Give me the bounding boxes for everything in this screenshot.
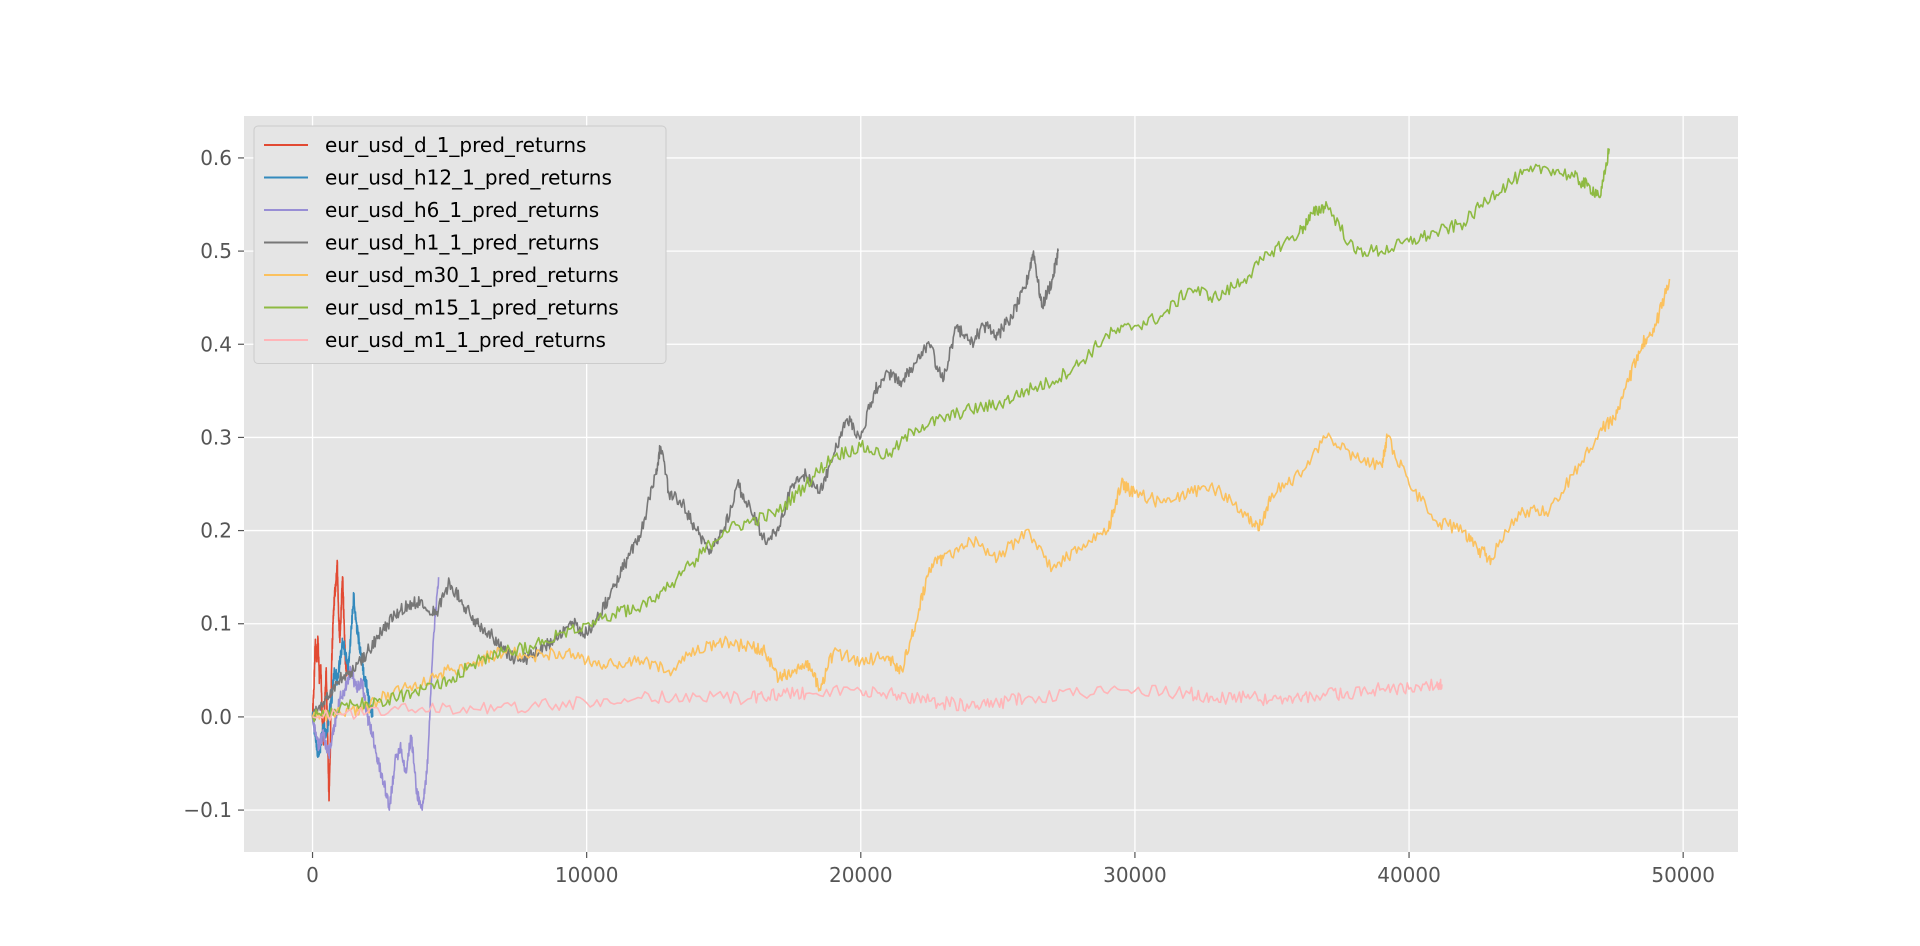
axis-ticks: 0 10000 20000 30000 40000 50000 −0.1 0.0 0.1 0.2 0…	[183, 146, 1715, 887]
x-tick-label: 0	[306, 863, 319, 887]
legend-label: eur_usd_h12_1_pred_returns	[325, 166, 612, 190]
x-tick-label: 20000	[829, 863, 893, 887]
legend-label: eur_usd_h6_1_pred_returns	[325, 198, 599, 222]
legend-label: eur_usd_m15_1_pred_returns	[325, 296, 619, 320]
series-line-eur_usd_m30_1_pred_returns	[311, 278, 1671, 722]
y-tick-label: −0.1	[183, 798, 232, 822]
series-line-eur_usd_m15_1_pred_returns	[311, 148, 1610, 723]
x-tick-label: 50000	[1651, 863, 1715, 887]
y-tick-label: 0.1	[200, 612, 232, 636]
legend-label: eur_usd_d_1_pred_returns	[325, 133, 586, 157]
x-tick-label: 30000	[1103, 863, 1167, 887]
legend-label: eur_usd_h1_1_pred_returns	[325, 231, 599, 255]
series-line-eur_usd_h1_1_pred_returns	[311, 248, 1059, 721]
series-line-eur_usd_d_1_pred_returns	[311, 559, 348, 802]
legend: eur_usd_d_1_pred_returns eur_usd_h12_1_pr…	[253, 125, 667, 364]
y-tick-label: 0.0	[200, 705, 232, 729]
y-tick-label: 0.6	[200, 146, 232, 170]
series-lines	[311, 148, 1671, 811]
y-tick-label: 0.5	[200, 239, 232, 263]
x-tick-label: 10000	[555, 863, 619, 887]
x-tick-label: 40000	[1377, 863, 1441, 887]
legend-box	[253, 125, 667, 364]
y-tick-label: 0.3	[200, 425, 232, 449]
y-tick-label: 0.2	[200, 519, 232, 543]
legend-label: eur_usd_m1_1_pred_returns	[325, 328, 606, 352]
legend-label: eur_usd_m30_1_pred_returns	[325, 263, 619, 287]
y-tick-label: 0.4	[200, 332, 232, 356]
series-line-eur_usd_h6_1_pred_returns	[311, 577, 440, 811]
series-line-eur_usd_m1_1_pred_returns	[312, 678, 1443, 722]
